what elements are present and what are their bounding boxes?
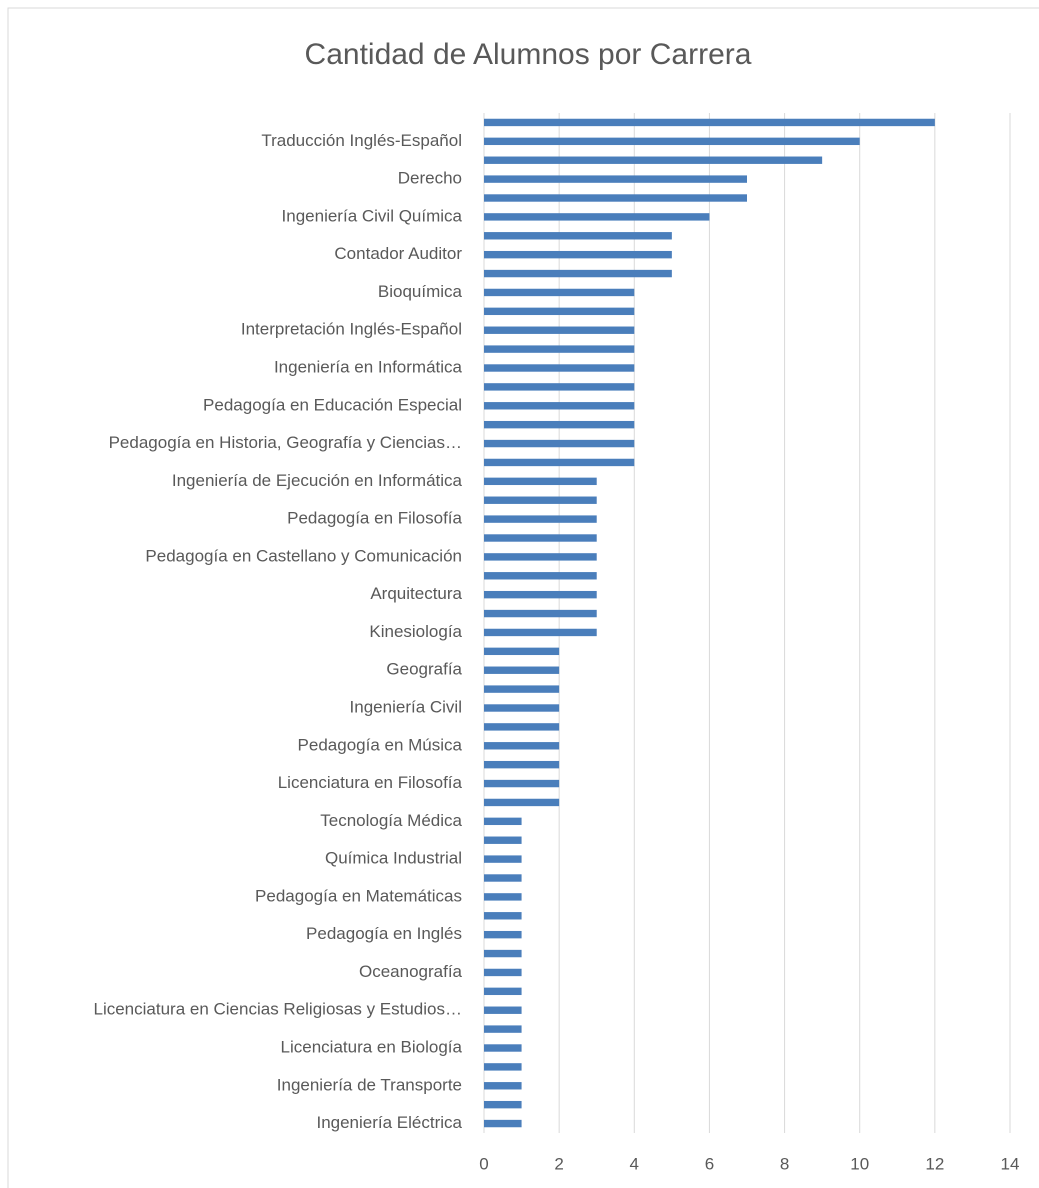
y-tick-label: Licenciatura en Filosofía <box>278 773 463 792</box>
chart-title: Cantidad de Alumnos por Carrera <box>305 38 752 71</box>
bar <box>484 609 597 618</box>
bar <box>484 779 560 788</box>
bar <box>484 439 635 448</box>
y-tick-label: Tecnología Médica <box>320 811 462 830</box>
x-tick-label: 4 <box>630 1154 639 1173</box>
bar <box>484 364 635 372</box>
bar <box>484 1044 522 1052</box>
bar <box>484 534 597 542</box>
y-tick-label: Ingeniería de Transporte <box>277 1075 462 1094</box>
bar <box>484 1082 522 1090</box>
bar <box>484 1006 522 1014</box>
y-tick-label: Interpretación Inglés-Español <box>241 320 462 339</box>
y-tick-label: Pedagogía en Matemáticas <box>255 886 462 905</box>
x-tick-label: 12 <box>925 1154 944 1173</box>
y-tick-label: Ingeniería Civil <box>350 697 462 716</box>
bar <box>484 420 635 429</box>
bar <box>484 968 522 977</box>
y-tick-label: Geografía <box>386 660 462 679</box>
bar <box>484 590 597 599</box>
bar <box>484 855 522 863</box>
bar <box>484 156 823 164</box>
bar <box>484 118 935 127</box>
bar <box>484 175 747 183</box>
y-tick-label: Ingeniería de Ejecución en Informática <box>172 471 463 490</box>
bar <box>484 1063 522 1071</box>
x-tick-label: 2 <box>554 1154 563 1173</box>
y-tick-label: Derecho <box>398 169 462 188</box>
bar <box>484 402 635 410</box>
y-tick-label: Pedagogía en Historia, Geografía y Cienc… <box>109 433 462 452</box>
x-tick-label: 10 <box>850 1154 869 1173</box>
x-tick-label: 0 <box>479 1154 488 1173</box>
bar <box>484 194 747 202</box>
bar <box>484 742 560 750</box>
bar <box>484 326 635 334</box>
x-tick-label: 6 <box>705 1154 714 1173</box>
bar <box>484 666 560 674</box>
bar <box>484 930 522 939</box>
bar <box>484 345 635 353</box>
y-tick-label: Pedagogía en Inglés <box>306 924 462 943</box>
bar <box>484 798 560 807</box>
y-tick-label: Bioquímica <box>378 282 463 301</box>
bar <box>484 1119 522 1128</box>
bar <box>484 515 597 523</box>
x-tick-label: 8 <box>780 1154 789 1173</box>
y-tick-label: Ingeniería Eléctrica <box>316 1113 462 1132</box>
bar <box>484 572 597 580</box>
y-tick-label: Arquitectura <box>370 584 462 603</box>
bar <box>484 817 522 826</box>
bar <box>484 496 597 504</box>
bar <box>484 949 522 958</box>
y-tick-label: Licenciatura en Biología <box>281 1037 463 1056</box>
y-tick-label: Traducción Inglés-Español <box>261 131 462 150</box>
bar <box>484 307 635 316</box>
y-tick-label: Ingeniería en Informática <box>274 357 463 376</box>
bar <box>484 836 522 844</box>
bar <box>484 685 560 693</box>
y-tick-label: Química Industrial <box>325 849 462 868</box>
bar <box>484 893 522 901</box>
bar <box>484 288 635 297</box>
bar <box>484 647 560 656</box>
bar <box>484 1025 522 1033</box>
bar <box>484 137 860 146</box>
y-tick-label: Pedagogía en Música <box>298 735 463 754</box>
y-tick-label: Pedagogía en Castellano y Comunicación <box>145 546 462 565</box>
y-tick-label: Kinesiología <box>369 622 462 641</box>
bar <box>484 912 522 920</box>
bar <box>484 704 560 712</box>
bar <box>484 628 597 637</box>
bar <box>484 987 522 996</box>
chart-frame <box>7 7 1039 1188</box>
bar <box>484 250 672 259</box>
bar <box>484 213 710 221</box>
bar <box>484 553 597 561</box>
y-tick-label: Oceanografía <box>359 962 463 981</box>
bar <box>484 477 597 486</box>
y-tick-label: Ingeniería Civil Química <box>282 206 463 225</box>
y-tick-label: Pedagogía en Filosofía <box>287 509 462 528</box>
bar <box>484 874 522 882</box>
bar <box>484 232 672 240</box>
y-tick-label: Contador Auditor <box>334 244 462 263</box>
y-tick-label: Licenciatura en Ciencias Religiosas y Es… <box>93 1000 462 1019</box>
bar <box>484 723 560 731</box>
bar <box>484 458 635 467</box>
bar <box>484 269 672 278</box>
x-tick-label: 14 <box>1001 1154 1020 1173</box>
y-tick-label: Pedagogía en Educación Especial <box>203 395 462 414</box>
bar <box>484 760 560 769</box>
bar <box>484 383 635 391</box>
bar <box>484 1100 522 1109</box>
